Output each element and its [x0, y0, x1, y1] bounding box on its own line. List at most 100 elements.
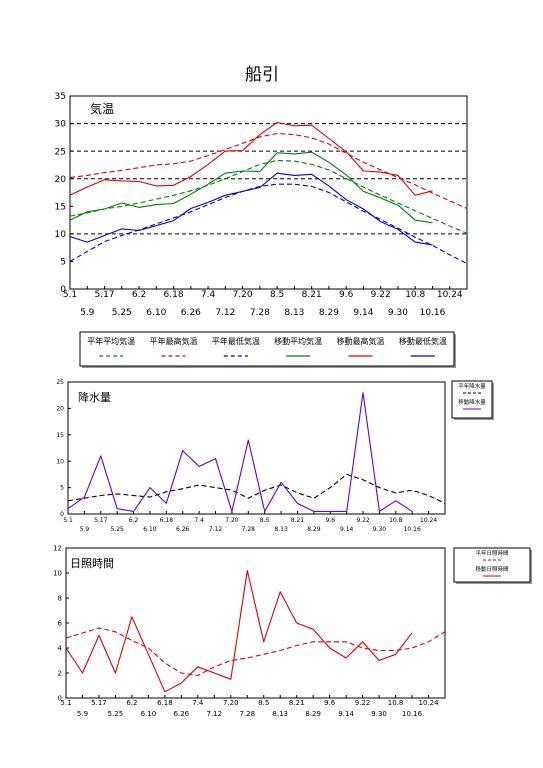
x-tick-label: 5.17	[91, 699, 107, 707]
x-tick-label: 8.21	[302, 290, 322, 300]
legend-label: 平年日照時間	[475, 549, 509, 557]
x-tick-label: 7.28	[250, 308, 270, 318]
y-tick-label: 10	[55, 230, 67, 240]
chart-title: 日照時間	[70, 557, 114, 570]
x-tick-label: 9.6	[339, 290, 354, 300]
x-tick-label: 6.2	[129, 517, 139, 524]
x-tick-label: 9.30	[388, 308, 408, 318]
x-tick-label: 6.26	[181, 308, 201, 318]
plot-frame	[65, 547, 446, 699]
x-tick-label: 7.28	[239, 710, 255, 718]
x-tick-label: 6.10	[146, 308, 166, 318]
x-tick-label: 6.18	[157, 699, 173, 707]
y-tick-label: 6	[58, 619, 63, 627]
series-line	[69, 132, 468, 210]
x-tick-label: 8.21	[289, 699, 305, 707]
plot-frame	[69, 95, 468, 290]
chart-sunshine: 0 2 4 6 8 10 12 5.1 5.17 6.2 6.18 7.4 7.20 8.5 8.21 9.6…	[53, 544, 532, 718]
x-tick-label: 10.24	[418, 699, 439, 707]
x-tick-label: 8.5	[270, 290, 284, 300]
y-tick-label: 8	[58, 594, 62, 602]
plot-frame	[67, 381, 446, 515]
x-tick-label: 8.13	[284, 308, 304, 318]
series-line	[69, 121, 433, 196]
x-tick-label: 6.18	[160, 517, 174, 524]
legend-label: 移動平均気温	[274, 336, 322, 346]
y-tick-label: 10	[56, 458, 64, 465]
y-tick-label: 0	[60, 511, 64, 518]
x-tick-label: 5.25	[108, 710, 124, 718]
y-tick-label: 20	[55, 175, 67, 185]
chart-precipitation: 0 5 10 15 20 25 5.1 5.17 6.2 6.18 7.4 7.20 8.5 8.21 9.…	[56, 379, 494, 533]
x-tick-label: 5.9	[80, 526, 90, 533]
x-tick-label: 10.16	[402, 710, 423, 718]
x-tick-label: 9.22	[371, 290, 391, 300]
series-line	[65, 569, 413, 693]
y-tick-label: 35	[55, 92, 66, 102]
x-tick-label: 7.20	[223, 699, 239, 707]
x-tick-label: 5.9	[77, 710, 88, 718]
series-line	[69, 172, 433, 246]
legend-label: 平年最低気温	[212, 336, 260, 346]
x-tick-label: 10.16	[404, 526, 421, 533]
y-tick-label: 4	[58, 644, 63, 652]
x-tick-label: 8.29	[305, 710, 321, 718]
x-tick-label: 6.2	[126, 699, 137, 707]
x-tick-label: 9.14	[340, 526, 354, 533]
x-tick-label: 5.25	[110, 526, 124, 533]
x-tick-label: 5.25	[112, 308, 132, 318]
y-tick-label: 2	[58, 669, 62, 677]
x-tick-label: 10.24	[437, 290, 463, 300]
x-tick-label: 5.1	[63, 290, 77, 300]
x-tick-label: 9.30	[371, 710, 387, 718]
series-line	[67, 473, 446, 504]
x-tick-label: 8.13	[272, 710, 288, 718]
chart-title: 降水量	[78, 390, 111, 404]
x-tick-label: 6.26	[174, 710, 190, 718]
x-tick-label: 6.2	[132, 290, 146, 300]
x-tick-label: 8.29	[307, 526, 321, 533]
legend-label: 平年降水量	[458, 382, 486, 390]
y-tick-label: 20	[56, 406, 64, 413]
y-tick-label: 0	[58, 694, 62, 702]
y-tick-label: 15	[56, 432, 64, 439]
y-tick-label: 30	[55, 120, 67, 130]
legend-box	[79, 331, 455, 367]
legend-label: 移動最低気温	[399, 336, 447, 346]
x-tick-label: 8.5	[258, 699, 269, 707]
y-tick-label: 25	[56, 379, 64, 386]
y-tick-label: 10	[53, 569, 62, 577]
y-tick-label: 15	[55, 202, 66, 212]
x-tick-label: 7.4	[192, 699, 204, 707]
y-tick-label: 0	[60, 285, 66, 295]
series-line	[69, 159, 468, 234]
x-tick-label: 8.13	[274, 526, 288, 533]
legend-label: 平年最高気温	[150, 336, 198, 346]
x-tick-label: 6.26	[176, 526, 190, 533]
x-tick-label: 8.29	[319, 308, 339, 318]
x-tick-label: 8.21	[291, 517, 305, 524]
chart-title: 気温	[90, 101, 114, 116]
x-tick-label: 5.17	[94, 290, 114, 300]
x-tick-label: 10.16	[420, 308, 446, 318]
legend-label: 移動降水量	[458, 398, 486, 406]
x-tick-label: 9.14	[353, 308, 373, 318]
x-tick-label: 9.22	[355, 699, 371, 707]
x-tick-label: 7.12	[209, 526, 223, 533]
series-line	[67, 392, 413, 512]
x-tick-label: 8.5	[260, 517, 270, 524]
y-tick-label: 12	[53, 544, 62, 552]
x-tick-label: 7.20	[225, 517, 239, 524]
x-tick-label: 9.6	[324, 699, 336, 707]
x-tick-label: 9.30	[373, 526, 387, 533]
y-tick-label: 5	[60, 258, 66, 268]
x-tick-label: 6.18	[164, 290, 184, 300]
x-tick-label: 7.4	[201, 290, 216, 300]
x-tick-label: 7.20	[233, 290, 253, 300]
x-tick-label: 7.28	[242, 526, 256, 533]
series-line	[69, 183, 468, 265]
page-title: 船引	[245, 65, 279, 85]
x-tick-label: 5.17	[94, 517, 108, 524]
